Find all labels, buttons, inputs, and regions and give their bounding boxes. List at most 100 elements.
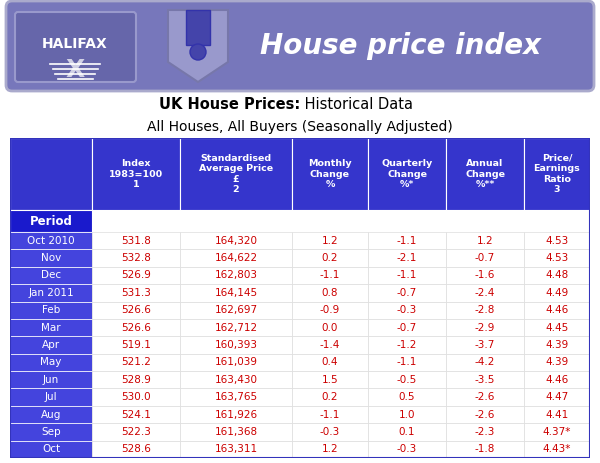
Bar	[92, 267, 180, 284]
Text: -1.2: -1.2	[397, 340, 417, 350]
Bar	[292, 371, 368, 388]
Bar	[524, 406, 590, 423]
Bar	[524, 284, 590, 301]
Bar	[446, 232, 524, 250]
Bar	[446, 336, 524, 354]
Text: 162,697: 162,697	[214, 305, 257, 315]
Bar	[10, 210, 92, 232]
Text: -1.1: -1.1	[397, 270, 417, 281]
Bar	[92, 336, 180, 354]
Bar	[292, 250, 368, 267]
Bar	[446, 406, 524, 423]
Bar	[446, 441, 524, 458]
Text: Jul: Jul	[44, 392, 58, 402]
Bar	[368, 371, 446, 388]
Text: 528.6: 528.6	[121, 444, 151, 454]
Text: 528.9: 528.9	[121, 375, 151, 385]
Bar	[10, 232, 92, 250]
Bar	[368, 250, 446, 267]
Bar	[446, 301, 524, 319]
Text: HALIFAX: HALIFAX	[42, 38, 108, 51]
Bar	[180, 250, 292, 267]
Bar	[92, 232, 180, 250]
Text: 0.2: 0.2	[322, 392, 338, 402]
Bar	[524, 267, 590, 284]
Text: -0.3: -0.3	[397, 305, 417, 315]
Bar	[446, 354, 524, 371]
Text: 530.0: 530.0	[121, 392, 151, 402]
Text: -1.4: -1.4	[320, 340, 340, 350]
Bar	[180, 406, 292, 423]
Polygon shape	[168, 10, 228, 82]
Bar	[524, 232, 590, 250]
Text: -0.5: -0.5	[397, 375, 417, 385]
Bar	[180, 284, 292, 301]
Text: -1.1: -1.1	[320, 270, 340, 281]
Bar	[180, 371, 292, 388]
Bar	[10, 284, 92, 301]
Text: -0.7: -0.7	[475, 253, 495, 263]
Bar	[524, 319, 590, 336]
Text: Historical Data: Historical Data	[300, 97, 413, 112]
Text: Standardised
Average Price
£
2: Standardised Average Price £ 2	[199, 154, 273, 194]
Text: 1.0: 1.0	[399, 410, 415, 419]
Text: -2.6: -2.6	[475, 392, 495, 402]
Text: Oct: Oct	[42, 444, 60, 454]
Bar	[180, 354, 292, 371]
Bar	[180, 138, 292, 210]
Bar	[180, 388, 292, 406]
Text: -1.1: -1.1	[397, 357, 417, 367]
Bar	[186, 10, 210, 45]
Bar	[292, 441, 368, 458]
Bar	[10, 354, 92, 371]
Bar	[10, 406, 92, 423]
Text: Oct 2010: Oct 2010	[27, 236, 75, 246]
Text: 1.2: 1.2	[322, 444, 338, 454]
Bar	[292, 388, 368, 406]
Text: -2.6: -2.6	[475, 410, 495, 419]
Text: 4.47: 4.47	[545, 392, 569, 402]
Bar	[368, 336, 446, 354]
Text: Mar: Mar	[41, 323, 61, 332]
Bar	[92, 284, 180, 301]
Bar	[292, 423, 368, 441]
Text: Annual
Change
%**: Annual Change %**	[465, 159, 505, 189]
Text: Sep: Sep	[41, 427, 61, 437]
Bar	[180, 441, 292, 458]
Text: 164,622: 164,622	[214, 253, 257, 263]
Bar	[524, 250, 590, 267]
Bar	[92, 301, 180, 319]
Text: 0.0: 0.0	[322, 323, 338, 332]
Bar	[368, 284, 446, 301]
Bar	[368, 388, 446, 406]
Text: Period: Period	[29, 214, 73, 227]
Text: 0.2: 0.2	[322, 253, 338, 263]
Text: Jan 2011: Jan 2011	[28, 288, 74, 298]
Text: X: X	[65, 58, 85, 82]
Bar	[92, 388, 180, 406]
Bar	[446, 284, 524, 301]
Bar	[368, 406, 446, 423]
Bar	[92, 371, 180, 388]
Text: Price/
Earnings
Ratio
3: Price/ Earnings Ratio 3	[533, 154, 580, 194]
Text: 532.8: 532.8	[121, 253, 151, 263]
Bar	[446, 371, 524, 388]
Circle shape	[190, 44, 206, 60]
Bar	[180, 319, 292, 336]
Bar	[368, 319, 446, 336]
Text: 4.48: 4.48	[545, 270, 569, 281]
Bar	[292, 336, 368, 354]
Text: 4.43*: 4.43*	[543, 444, 571, 454]
Text: 4.46: 4.46	[545, 305, 569, 315]
Bar	[368, 354, 446, 371]
Text: -0.3: -0.3	[397, 444, 417, 454]
Text: House price index: House price index	[260, 32, 541, 60]
Text: -1.6: -1.6	[475, 270, 495, 281]
Bar	[180, 423, 292, 441]
Bar	[180, 301, 292, 319]
Bar	[10, 388, 92, 406]
Bar	[446, 388, 524, 406]
Text: 522.3: 522.3	[121, 427, 151, 437]
Bar	[10, 138, 92, 210]
Bar	[524, 441, 590, 458]
